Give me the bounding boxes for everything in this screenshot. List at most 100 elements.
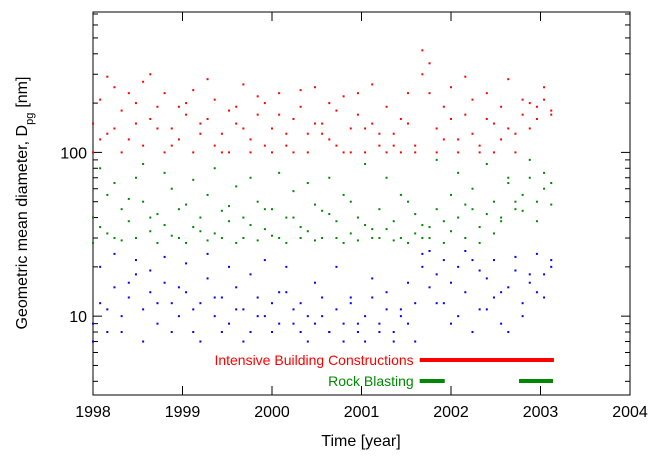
data-point xyxy=(356,322,359,325)
data-point xyxy=(528,127,531,130)
data-point xyxy=(206,193,209,196)
data-point xyxy=(471,187,474,190)
data-point xyxy=(149,117,152,120)
data-point xyxy=(242,237,245,240)
data-point xyxy=(421,265,424,268)
data-point xyxy=(407,92,410,95)
data-point xyxy=(428,237,431,240)
data-point xyxy=(535,200,538,203)
data-point xyxy=(421,49,424,52)
plot-frame xyxy=(92,11,631,396)
data-point xyxy=(313,86,316,89)
data-point xyxy=(206,252,209,255)
data-point xyxy=(271,151,273,154)
data-point xyxy=(349,232,352,235)
data-point xyxy=(299,89,302,92)
data-point xyxy=(500,105,503,108)
data-point xyxy=(134,176,137,179)
data-point xyxy=(99,98,102,101)
data-point xyxy=(285,144,288,147)
data-point xyxy=(170,331,173,334)
data-point xyxy=(156,322,159,325)
data-point xyxy=(271,331,273,334)
data-point xyxy=(127,220,130,223)
data-point xyxy=(228,322,231,325)
data-point xyxy=(120,331,123,334)
data-point xyxy=(500,138,503,141)
data-point xyxy=(364,162,367,165)
data-point xyxy=(163,92,166,95)
data-point xyxy=(321,209,324,212)
data-point xyxy=(414,151,417,154)
data-point xyxy=(263,102,266,105)
data-point xyxy=(342,151,345,154)
data-point xyxy=(199,122,202,125)
data-point xyxy=(206,78,209,81)
data-point xyxy=(457,216,460,219)
data-point xyxy=(306,182,309,185)
data-point xyxy=(385,308,388,311)
data-point xyxy=(235,185,238,188)
data-point xyxy=(450,322,452,325)
data-point xyxy=(442,302,445,305)
data-point xyxy=(92,216,94,219)
data-point xyxy=(228,265,231,268)
data-point xyxy=(113,127,116,130)
data-point xyxy=(378,208,381,211)
data-point xyxy=(285,241,288,244)
data-point xyxy=(185,102,188,105)
data-point xyxy=(192,89,195,92)
data-point xyxy=(134,259,137,262)
data-point xyxy=(278,113,281,116)
data-point xyxy=(407,122,410,125)
data-point xyxy=(392,331,395,334)
data-point xyxy=(435,127,438,130)
y-label-unit: [nm] xyxy=(14,77,31,108)
data-point xyxy=(535,105,538,108)
data-point xyxy=(371,122,374,125)
data-point xyxy=(550,109,553,112)
data-point xyxy=(177,286,180,289)
data-point xyxy=(521,209,524,212)
data-point xyxy=(127,281,130,284)
data-point xyxy=(306,132,309,135)
data-point xyxy=(342,95,345,98)
data-point xyxy=(528,273,531,276)
data-point xyxy=(335,220,338,223)
data-point xyxy=(192,331,195,334)
data-point xyxy=(142,144,145,147)
data-point xyxy=(177,208,180,211)
data-point xyxy=(328,138,331,141)
data-point xyxy=(478,308,481,311)
data-point xyxy=(271,234,273,237)
y-tick-label: 100 xyxy=(60,145,87,162)
data-point xyxy=(127,197,130,200)
data-point xyxy=(550,203,553,206)
data-point xyxy=(92,340,94,343)
data-point xyxy=(149,230,152,233)
data-point xyxy=(492,296,495,299)
data-point xyxy=(242,83,245,86)
x-tick-label: 1998 xyxy=(75,404,111,421)
x-tick-label: 2001 xyxy=(344,404,380,421)
data-point xyxy=(428,92,431,95)
data-point xyxy=(127,92,130,95)
data-point xyxy=(163,255,166,258)
data-point xyxy=(543,273,546,276)
data-point xyxy=(471,98,474,101)
data-point xyxy=(92,122,94,125)
data-point xyxy=(134,102,137,105)
data-point xyxy=(163,151,166,154)
data-point xyxy=(435,158,438,161)
data-point xyxy=(106,232,109,235)
data-point xyxy=(249,138,252,141)
data-point xyxy=(220,209,223,212)
data-point xyxy=(414,302,417,305)
data-point xyxy=(378,331,381,334)
data-point xyxy=(507,331,510,334)
data-point xyxy=(113,182,116,185)
data-point xyxy=(213,232,216,235)
data-point xyxy=(235,308,238,311)
data-point xyxy=(185,113,188,116)
data-point xyxy=(492,122,495,125)
